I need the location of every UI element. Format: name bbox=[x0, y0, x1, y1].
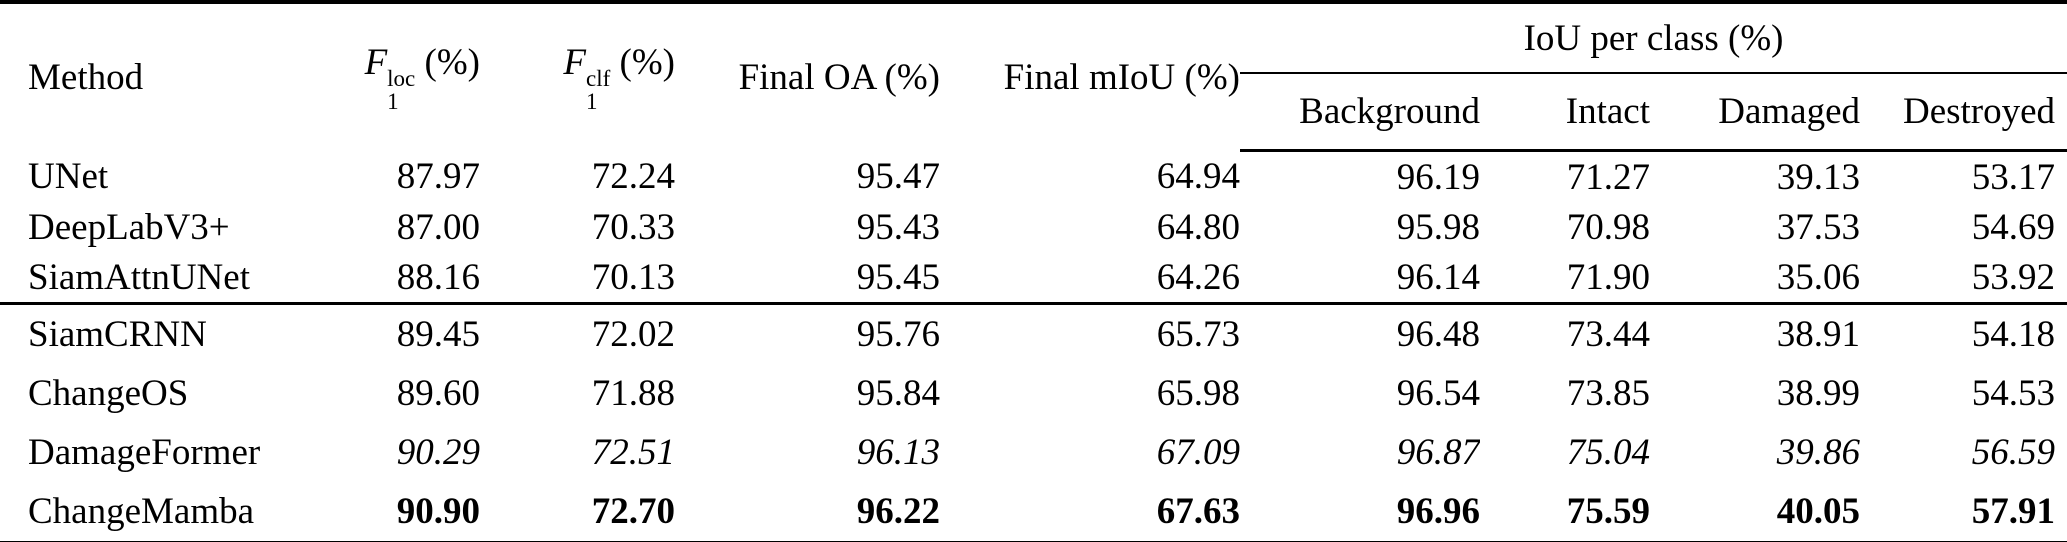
value-cell: 89.45 bbox=[396, 314, 480, 355]
method-cell: SiamAttnUNet bbox=[0, 252, 340, 305]
value-cell: 71.27 bbox=[1566, 156, 1650, 198]
value-cell: 96.14 bbox=[1240, 252, 1480, 305]
value-cell: 39.13 bbox=[1776, 156, 1860, 198]
f1clf-unit: (%) bbox=[610, 42, 675, 84]
value-cell: 54.53 bbox=[1971, 373, 2056, 414]
value-cell: 70.13 bbox=[480, 252, 675, 305]
value-cell: 65.98 bbox=[1156, 373, 1240, 414]
value-cell: 39.86 bbox=[1776, 432, 1860, 473]
value-cell: 70.98 bbox=[1566, 206, 1650, 248]
col-header-final-oa: Final OA (%) bbox=[738, 56, 940, 98]
col-header-intact: Intact bbox=[1480, 73, 1650, 152]
f1clf-subscript: 1 bbox=[586, 89, 598, 115]
f1clf-scripts: clf 1 bbox=[586, 67, 610, 113]
value-cell: 96.13 bbox=[856, 432, 940, 473]
col-header-final-miou: Final mIoU (%) bbox=[1003, 56, 1240, 98]
value-cell: 75.59 bbox=[1566, 491, 1650, 532]
value-cell: 70.33 bbox=[591, 206, 675, 248]
value-cell: 38.91 bbox=[1776, 314, 1860, 355]
value-cell: 37.53 bbox=[1776, 206, 1860, 248]
value-cell: 73.85 bbox=[1566, 373, 1650, 414]
value-cell: 72.70 bbox=[591, 491, 675, 532]
method-cell: ChangeOS bbox=[28, 373, 189, 414]
value-cell: 96.22 bbox=[856, 491, 940, 532]
table-row: Background Intact Damaged Destroyed bbox=[0, 73, 2067, 152]
value-cell: 53.92 bbox=[1860, 252, 2067, 305]
method-cell: UNet bbox=[28, 155, 109, 197]
value-cell: 96.54 bbox=[1396, 373, 1480, 414]
value-cell: 67.09 bbox=[1156, 432, 1240, 473]
col-header-destroyed: Destroyed bbox=[1860, 73, 2067, 152]
f1clf-symbol: F bbox=[563, 42, 587, 84]
table-row: DeepLabV3+ 87.00 70.33 95.43 64.80 95.98… bbox=[0, 202, 2067, 252]
value-cell: 90.29 bbox=[396, 432, 480, 473]
value-cell: 96.87 bbox=[1396, 432, 1480, 473]
value-cell: 64.26 bbox=[940, 252, 1240, 305]
method-cell: SiamCRNN bbox=[28, 314, 207, 355]
value-cell: 54.69 bbox=[1971, 206, 2056, 248]
value-cell: 89.60 bbox=[396, 373, 480, 414]
value-cell: 95.84 bbox=[856, 373, 940, 414]
f1loc-unit: (%) bbox=[415, 42, 480, 84]
value-cell: 35.06 bbox=[1650, 252, 1860, 305]
method-cell: DeepLabV3+ bbox=[28, 206, 230, 248]
col-header-damaged: Damaged bbox=[1650, 73, 1860, 152]
value-cell: 71.88 bbox=[591, 373, 675, 414]
f1loc-symbol: F bbox=[364, 42, 388, 84]
value-cell: 71.90 bbox=[1480, 252, 1650, 305]
value-cell: 64.94 bbox=[1156, 155, 1240, 197]
value-cell: 72.51 bbox=[591, 432, 675, 473]
value-cell: 96.96 bbox=[1396, 491, 1480, 532]
col-group-header-iou-per-class: IoU per class (%) bbox=[1240, 2, 2067, 74]
table-row: ChangeOS 89.60 71.88 95.84 65.98 96.54 7… bbox=[0, 364, 2067, 423]
value-cell: 95.45 bbox=[675, 252, 940, 305]
table-row: SiamCRNN 89.45 72.02 95.76 65.73 96.48 7… bbox=[0, 304, 2067, 365]
value-cell: 67.63 bbox=[1156, 491, 1240, 532]
value-cell: 75.04 bbox=[1566, 432, 1650, 473]
table-row: DamageFormer 90.29 72.51 96.13 67.09 96.… bbox=[0, 423, 2067, 482]
value-cell: 73.44 bbox=[1566, 314, 1650, 355]
value-cell: 38.99 bbox=[1776, 373, 1860, 414]
value-cell: 57.91 bbox=[1971, 491, 2056, 532]
f1loc-superscript: loc bbox=[387, 66, 416, 92]
value-cell: 96.48 bbox=[1396, 314, 1480, 355]
method-cell: ChangeMamba bbox=[28, 491, 255, 532]
value-cell: 88.16 bbox=[340, 252, 480, 305]
value-cell: 64.80 bbox=[1156, 206, 1240, 248]
table-body: UNet 87.97 72.24 95.47 64.94 96.19 71.27… bbox=[0, 151, 2067, 542]
value-cell: 65.73 bbox=[1156, 314, 1240, 355]
value-cell: 56.59 bbox=[1971, 432, 2056, 473]
value-cell: 53.17 bbox=[1971, 156, 2056, 198]
value-cell: 95.76 bbox=[856, 314, 940, 355]
value-cell: 96.19 bbox=[1396, 156, 1480, 198]
value-cell: 87.97 bbox=[396, 155, 480, 197]
value-cell: 87.00 bbox=[396, 206, 480, 248]
table-row: UNet 87.97 72.24 95.47 64.94 96.19 71.27… bbox=[0, 151, 2067, 203]
f1loc-subscript: 1 bbox=[387, 89, 399, 115]
value-cell: 54.18 bbox=[1971, 314, 2056, 355]
value-cell: 95.47 bbox=[856, 155, 940, 197]
table-row: ChangeMamba 90.90 72.70 96.22 67.63 96.9… bbox=[0, 482, 2067, 542]
col-header-background: Background bbox=[1240, 73, 1480, 152]
f1loc-scripts: loc 1 bbox=[387, 67, 415, 113]
value-cell: 72.24 bbox=[591, 155, 675, 197]
value-cell: 40.05 bbox=[1776, 491, 1860, 532]
value-cell: 90.90 bbox=[396, 491, 480, 532]
value-cell: 95.43 bbox=[856, 206, 940, 248]
col-header-method: Method bbox=[28, 56, 144, 98]
value-cell: 72.02 bbox=[591, 314, 675, 355]
value-cell: 95.98 bbox=[1396, 206, 1480, 248]
method-cell: DamageFormer bbox=[28, 432, 261, 473]
f1clf-superscript: clf bbox=[586, 66, 611, 92]
table-row: SiamAttnUNet 88.16 70.13 95.45 64.26 96.… bbox=[0, 252, 2067, 305]
